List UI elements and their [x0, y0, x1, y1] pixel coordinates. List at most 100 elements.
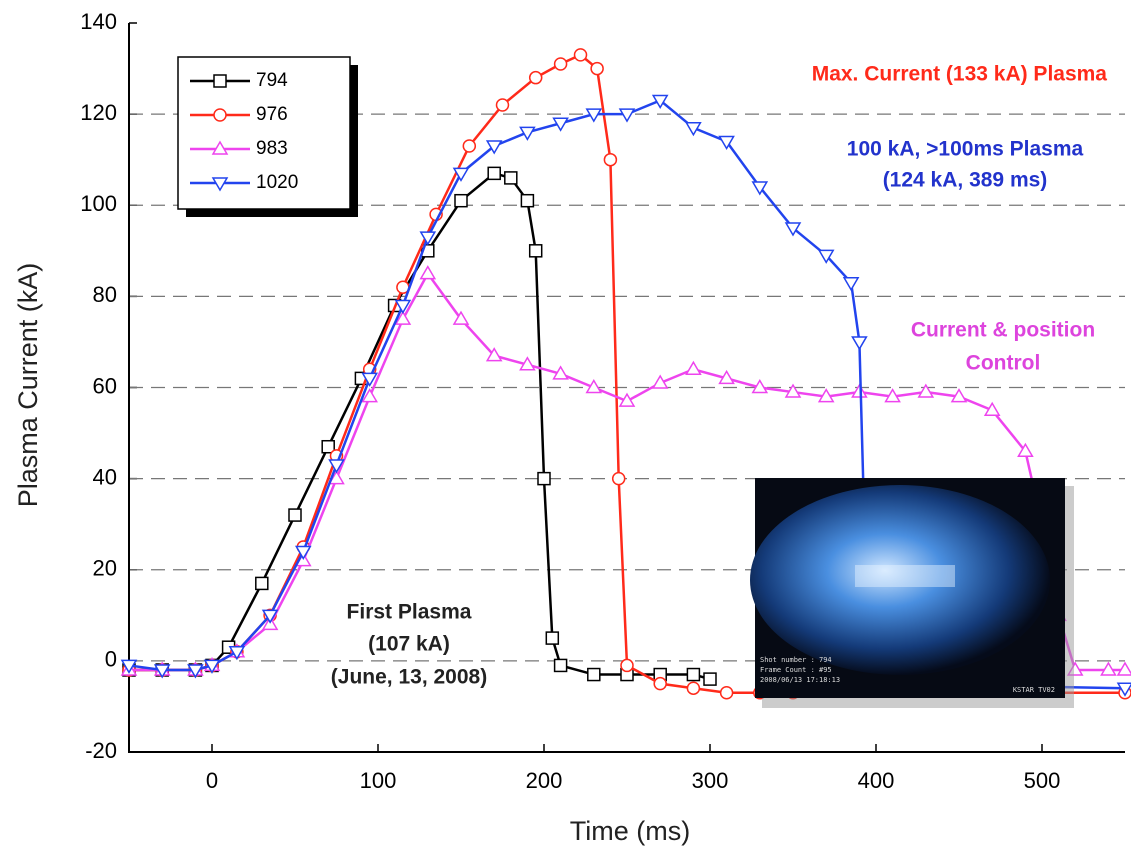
marker [842, 276, 860, 292]
marker [784, 383, 802, 398]
marker [851, 383, 868, 398]
marker [328, 470, 345, 485]
marker [120, 659, 138, 674]
marker [452, 310, 470, 325]
y-tick-label: 140 [80, 9, 117, 34]
marker [950, 388, 968, 403]
marker [419, 231, 437, 246]
marker [651, 374, 669, 389]
marker [545, 631, 560, 645]
marker [495, 98, 510, 112]
marker [618, 108, 636, 123]
y-tick-label: -20 [85, 738, 117, 763]
marker [294, 545, 312, 561]
marker [528, 244, 543, 258]
marker [585, 379, 603, 394]
y-tick-label: 0 [105, 647, 117, 672]
legend-label: 1020 [256, 172, 298, 193]
legend-marker [211, 177, 229, 192]
marker [419, 265, 437, 280]
marker [153, 664, 171, 679]
marker [552, 117, 569, 132]
inset-text: 2008/06/13 17:18:13 [760, 676, 840, 684]
marker [1116, 682, 1131, 697]
y-tick-label: 60 [93, 373, 117, 398]
marker [573, 48, 588, 62]
marker [917, 383, 935, 398]
marker [1116, 661, 1131, 676]
marker [751, 379, 769, 394]
marker [394, 310, 412, 325]
annotation: (124 kA, 389 ms) [883, 169, 1048, 192]
inset-plasma [750, 485, 1050, 675]
marker [553, 57, 568, 71]
marker [187, 664, 204, 679]
marker [537, 471, 551, 486]
series-line [129, 271, 1125, 672]
marker [817, 249, 835, 264]
marker [485, 347, 503, 362]
marker [618, 392, 636, 407]
marker [504, 171, 518, 185]
inset-text: Shot number : 794 [760, 656, 832, 664]
annotation: (June, 13, 2008) [331, 666, 487, 689]
marker [719, 686, 734, 700]
marker [585, 108, 603, 123]
marker [784, 222, 802, 237]
marker [452, 167, 470, 182]
marker [686, 681, 701, 695]
marker [884, 388, 901, 403]
marker [485, 140, 503, 155]
marker [620, 658, 634, 673]
inset-text: KSTAR TV02 [1013, 686, 1055, 694]
y-tick-label: 120 [80, 100, 117, 125]
x-tick-label: 100 [360, 768, 397, 793]
inset-text: Frame Count : #95 [760, 666, 832, 674]
marker [817, 388, 835, 403]
marker [454, 193, 468, 208]
legend-marker [213, 74, 227, 88]
marker [685, 122, 702, 137]
inset-band [855, 565, 955, 587]
marker [361, 388, 379, 403]
marker [361, 372, 379, 387]
y-tick-label: 80 [93, 282, 117, 307]
marker [519, 126, 536, 141]
annotation: Control [966, 352, 1041, 375]
marker [751, 181, 769, 196]
marker [203, 659, 221, 674]
marker [686, 667, 701, 682]
marker [228, 646, 246, 661]
x-tick-label: 500 [1024, 768, 1061, 793]
marker [520, 193, 535, 208]
x-tick-label: 0 [206, 768, 218, 793]
legend-label: 976 [256, 104, 288, 125]
marker [983, 401, 1001, 417]
annotation: (107 kA) [368, 633, 450, 656]
y-tick-label: 20 [93, 556, 117, 581]
annotation: 100 kA, >100ms Plasma [847, 138, 1084, 161]
y-axis-label: Plasma Current (kA) [13, 263, 43, 508]
marker [255, 576, 269, 591]
marker [653, 676, 667, 691]
marker [321, 439, 335, 454]
marker [519, 356, 536, 371]
marker [590, 61, 604, 76]
x-tick-label: 400 [858, 768, 895, 793]
marker [462, 139, 477, 153]
marker [603, 152, 618, 167]
marker [528, 70, 543, 85]
annotation: Max. Current (133 kA) Plasma [812, 63, 1108, 86]
axes [128, 23, 1125, 753]
marker [553, 658, 568, 673]
legend-marker [213, 108, 227, 122]
y-tick-label: 40 [93, 464, 117, 489]
marker [261, 609, 279, 624]
marker [1017, 442, 1034, 458]
marker [703, 672, 717, 686]
marker [851, 336, 868, 351]
marker [394, 299, 412, 314]
marker [1100, 661, 1117, 676]
y-tick-label: 100 [80, 191, 117, 216]
